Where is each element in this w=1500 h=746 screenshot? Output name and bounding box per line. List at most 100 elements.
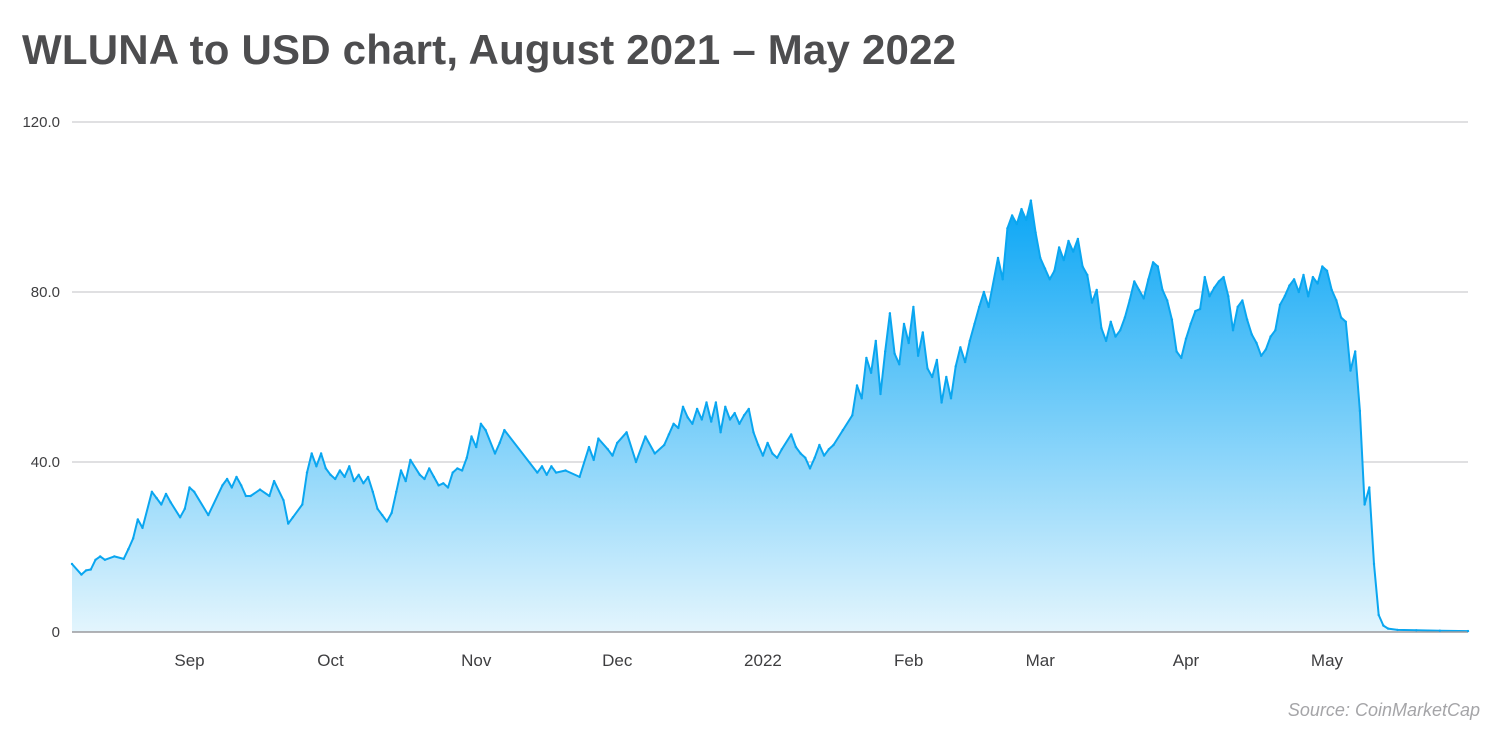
x-tick-label: 2022 — [744, 651, 782, 670]
data-point — [1227, 295, 1230, 298]
y-tick-label: 120.0 — [22, 114, 60, 131]
data-point — [225, 477, 229, 481]
data-point — [1349, 369, 1352, 372]
data-point — [822, 454, 826, 457]
data-point — [113, 555, 116, 558]
data-point — [1335, 299, 1338, 302]
data-point — [752, 431, 755, 434]
data-point — [1344, 320, 1348, 323]
data-point — [1292, 278, 1296, 281]
data-point — [230, 486, 233, 489]
data-point — [1133, 280, 1136, 283]
data-point — [1147, 278, 1150, 281]
data-point — [931, 375, 934, 379]
data-point — [757, 443, 760, 447]
data-point — [1086, 273, 1089, 277]
data-point — [1236, 305, 1239, 309]
data-point — [1128, 299, 1131, 302]
data-point — [1283, 295, 1286, 298]
data-point — [761, 454, 765, 457]
data-point — [808, 467, 812, 470]
data-point — [1062, 258, 1066, 262]
data-point — [963, 360, 967, 364]
data-point — [1358, 409, 1362, 413]
data-point — [404, 479, 407, 483]
data-point — [127, 547, 130, 551]
data-point — [470, 435, 473, 438]
data-point — [399, 469, 403, 472]
data-point — [390, 511, 393, 515]
data-point — [1297, 290, 1301, 294]
data-point — [136, 518, 139, 521]
y-tick-label: 40.0 — [31, 454, 60, 471]
x-axis-ticks: Sep Oct Nov Dec 2022 Feb Mar Apr May — [174, 651, 1343, 670]
data-point — [597, 437, 600, 440]
data-point — [475, 445, 478, 449]
data-point — [1076, 237, 1080, 241]
data-point — [1090, 301, 1094, 304]
data-point — [498, 441, 501, 445]
data-point — [1382, 624, 1385, 627]
data-point — [902, 322, 906, 326]
data-point — [409, 458, 412, 462]
data-point — [1377, 613, 1380, 617]
data-point — [653, 452, 656, 455]
x-tick-label: Oct — [317, 651, 344, 670]
data-point — [1339, 316, 1343, 319]
x-tick-label: May — [1311, 651, 1344, 670]
data-point — [1020, 207, 1023, 211]
data-point — [460, 469, 464, 472]
data-point — [169, 501, 172, 504]
data-point — [1137, 288, 1141, 292]
data-point — [949, 397, 953, 400]
data-point — [611, 454, 614, 457]
data-point — [1189, 322, 1192, 326]
data-point — [207, 513, 210, 517]
data-point — [164, 492, 168, 496]
data-point — [1166, 299, 1169, 302]
data-point — [1048, 278, 1051, 281]
data-point — [94, 558, 97, 561]
y-tick-label: 80.0 — [31, 284, 60, 301]
data-point — [860, 397, 863, 400]
data-point — [841, 428, 845, 432]
data-point — [545, 473, 548, 476]
data-point — [794, 445, 798, 449]
data-point — [1119, 329, 1122, 332]
data-point — [681, 405, 685, 408]
data-point — [451, 471, 454, 474]
data-point — [855, 384, 859, 387]
data-point — [1438, 629, 1442, 632]
data-point — [376, 507, 379, 510]
data-point — [1354, 350, 1357, 353]
data-point — [775, 456, 779, 459]
data-point — [183, 507, 186, 510]
data-point — [804, 456, 807, 459]
data-point — [315, 465, 318, 468]
data-point — [1006, 227, 1009, 230]
data-point — [395, 490, 398, 493]
data-point — [221, 484, 224, 487]
data-point — [888, 312, 892, 315]
data-point — [893, 352, 896, 355]
x-tick-label: Mar — [1026, 651, 1056, 670]
data-point — [766, 441, 769, 445]
data-point — [150, 490, 154, 493]
data-point — [536, 471, 539, 474]
chart-area: 0 40.0 80.0 120.0 Sep Oct Nov Dec 2022 Feb Mar Apr… — [22, 114, 1470, 670]
data-point — [493, 452, 497, 455]
data-point — [1001, 278, 1004, 281]
data-point — [686, 416, 689, 419]
data-point — [691, 422, 694, 425]
data-point — [987, 305, 990, 309]
data-point — [301, 503, 304, 506]
data-point — [348, 465, 351, 468]
data-point — [554, 471, 558, 474]
data-point — [1072, 250, 1075, 253]
data-point — [1330, 288, 1333, 292]
data-point — [268, 494, 271, 498]
data-point — [371, 490, 374, 493]
data-point — [1151, 261, 1155, 264]
data-point — [155, 496, 158, 500]
data-point — [968, 339, 971, 343]
